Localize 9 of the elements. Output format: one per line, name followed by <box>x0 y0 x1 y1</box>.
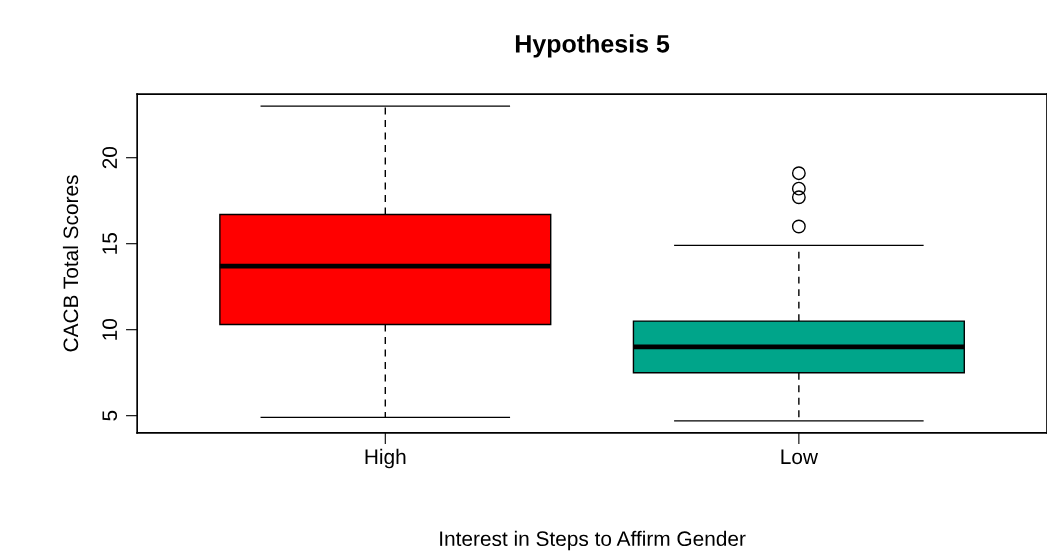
x-axis-title: Interest in Steps to Affirm Gender <box>440 530 746 551</box>
y-tick-label: 10 <box>102 318 118 340</box>
x-tick-label: Low <box>781 449 819 465</box>
y-axis-title: CACB Total Scores <box>62 175 79 352</box>
x-tick-label: High <box>365 448 406 469</box>
y-tick-label: 15 <box>102 232 118 254</box>
chart-title: Hypothesis 5 <box>515 34 670 58</box>
y-tick-label: 5 <box>102 410 118 421</box>
y-tick-label: 20 <box>102 146 118 169</box>
